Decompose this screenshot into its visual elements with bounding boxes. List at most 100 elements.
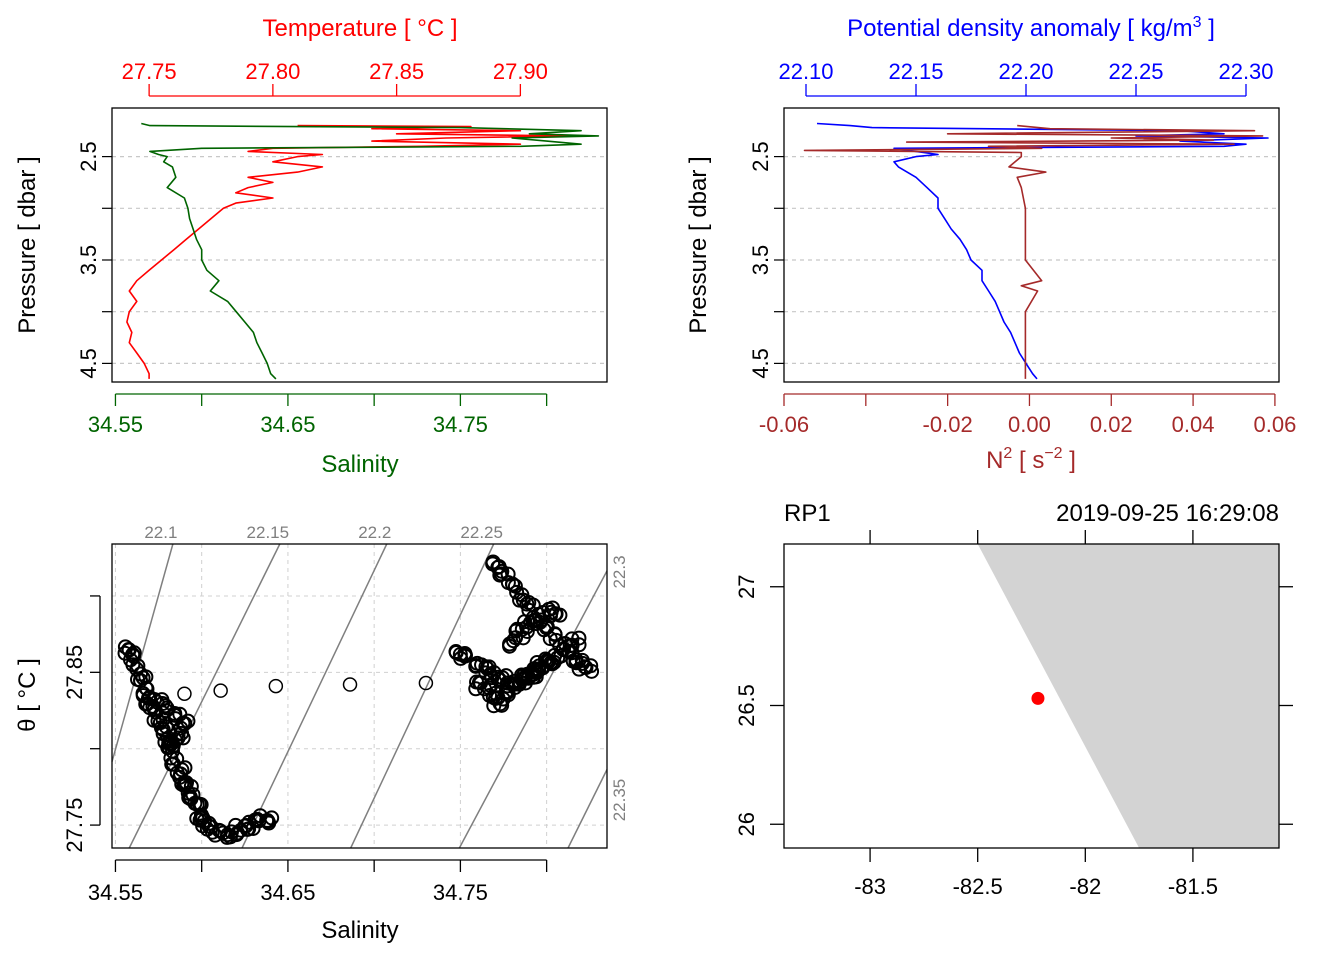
- coastline-land: [977, 544, 1279, 848]
- pressure-tick-label: 4.5: [76, 348, 101, 379]
- ts-point: [494, 563, 510, 579]
- ts-point: [213, 683, 228, 698]
- ts-point: [155, 696, 171, 712]
- series-line-temperature: [126, 124, 571, 379]
- y-tick-label: 27.85: [62, 645, 87, 700]
- isopycnal-label: 22.35: [610, 779, 629, 822]
- ts-salinity-axis-title: Salinity: [321, 917, 398, 944]
- isopycnal-line: [241, 543, 388, 849]
- ts-point: [175, 715, 191, 731]
- ts-point: [494, 697, 510, 713]
- isopycnal-line: [458, 570, 608, 849]
- ts-point: [530, 661, 546, 677]
- x-tick-label: 34.75: [433, 880, 488, 905]
- bottom-axis-tick-label: 0.04: [1172, 412, 1215, 437]
- ts-point: [264, 810, 280, 826]
- n2-axis-title: N2 [ s−2 ]: [986, 445, 1076, 474]
- plot-frame: [111, 107, 608, 383]
- land-area: [977, 544, 1279, 848]
- salinity-axis-title: Salinity: [321, 451, 398, 478]
- ts-point: [167, 705, 183, 721]
- ts-point: [564, 637, 580, 653]
- ts-point: [125, 657, 141, 673]
- lon-tick-label: -82.5: [953, 874, 1003, 899]
- ts-point: [448, 645, 464, 661]
- bottom-axis-tick-label: 34.55: [88, 412, 143, 437]
- density-axis: 22.10 22.15 22.20 22.25 22.30: [778, 59, 1274, 97]
- lat-tick-label: 27: [734, 575, 759, 599]
- plot-frame: [783, 107, 1280, 383]
- ts-point: [545, 600, 561, 616]
- lon-tick-label: -81.5: [1168, 874, 1218, 899]
- ts-point: [268, 678, 284, 694]
- top-axis-tick-label: 27.85: [369, 59, 424, 84]
- top-axis-tick-label: 27.75: [122, 59, 177, 84]
- bottom-axis-tick-label: 0.02: [1090, 412, 1133, 437]
- ts-axes: 34.55 34.65 34.75 27.75 27.85: [62, 595, 548, 905]
- grid: [112, 155, 607, 364]
- isopycnal-line: [350, 543, 495, 849]
- ts-point: [547, 626, 563, 642]
- ts-point: [457, 648, 473, 664]
- ts-point: [542, 631, 558, 647]
- pressure-axis-title: Pressure [ dbar ]: [14, 156, 41, 333]
- ts-point: [146, 692, 162, 708]
- ts-point: [177, 686, 192, 701]
- ts-point: [204, 824, 220, 840]
- map-frame: [783, 543, 1280, 849]
- bottom-axis-tick-label: 0.00: [1008, 412, 1051, 437]
- ts-point: [160, 730, 176, 746]
- ts-point: [525, 613, 541, 629]
- ts-point: [176, 777, 192, 793]
- ts-point: [157, 698, 173, 714]
- bottom-axis-tick-label: -0.02: [923, 412, 973, 437]
- ts-point: [547, 647, 563, 663]
- pressure-tick-label: 2.5: [748, 141, 773, 172]
- top-axis-tick-label: 27.90: [493, 59, 548, 84]
- ts-point: [342, 677, 358, 692]
- bottom-axis-tick-label: 34.65: [260, 412, 315, 437]
- timestamp: 2019-09-25 16:29:08: [1056, 500, 1279, 527]
- series-line-n2: [803, 124, 1264, 379]
- n2-axis: -0.06 -0.02 0.00 0.02 0.04 0.06: [759, 393, 1296, 437]
- top-axis-tick-label: 22.10: [778, 59, 833, 84]
- isopycnal-label: 22.25: [460, 523, 503, 542]
- lat-tick-label: 26.5: [734, 684, 759, 727]
- isopycnal-label: 22.15: [247, 523, 290, 542]
- x-tick-label: 34.55: [88, 880, 143, 905]
- series-line-salinity: [141, 122, 600, 380]
- map-axes: -83 -82.5 -82 -81.5 27 26.5 26: [734, 530, 1293, 899]
- isopycnal-label: 22.1: [144, 523, 177, 542]
- ts-point: [139, 681, 155, 697]
- pressure-axis-title: Pressure [ dbar ]: [685, 156, 712, 333]
- bottom-axis-tick-label: 34.75: [433, 412, 488, 437]
- bottom-axis-tick-label: -0.06: [759, 412, 809, 437]
- isopycnal-label: 22.3: [610, 555, 629, 588]
- temperature-salinity-profile-panel: Temperature [ °C ] 27.75 27.80 27.85 27.90 …: [14, 15, 608, 478]
- pressure-tick-label: 3.5: [76, 245, 101, 276]
- y-tick-label: 27.75: [62, 798, 87, 853]
- ts-point: [165, 738, 181, 754]
- density-n2-profile-panel: Potential density anomaly [ kg/m3 ] 22.1…: [685, 14, 1296, 474]
- station-marker: [1031, 691, 1045, 705]
- ts-point: [504, 576, 520, 592]
- bottom-axis-tick-label: 0.06: [1253, 412, 1296, 437]
- isopycnal-line: [567, 769, 608, 849]
- theta-axis-title: θ [ °C ]: [14, 658, 41, 732]
- pressure-axis: 2.5 3.5 4.5: [76, 141, 112, 379]
- ts-point: [158, 703, 174, 719]
- isopycnals: 22.1 22.15 22.2 22.25 22.3 22.35: [111, 523, 629, 849]
- isopycnal-label: 22.2: [358, 523, 391, 542]
- ts-point: [175, 730, 191, 746]
- ts-points: [117, 554, 600, 845]
- top-axis-tick-label: 22.30: [1218, 59, 1273, 84]
- ts-point: [220, 827, 236, 843]
- pressure-axis: 2.5 3.5 4.5: [748, 141, 784, 379]
- ts-point: [418, 675, 434, 691]
- lon-tick-label: -83: [854, 874, 886, 899]
- lat-tick-label: 26: [734, 812, 759, 836]
- isopycnal-line: [111, 543, 174, 762]
- ts-point: [158, 719, 174, 735]
- pressure-tick-label: 3.5: [748, 245, 773, 276]
- top-axis-tick-label: 27.80: [245, 59, 300, 84]
